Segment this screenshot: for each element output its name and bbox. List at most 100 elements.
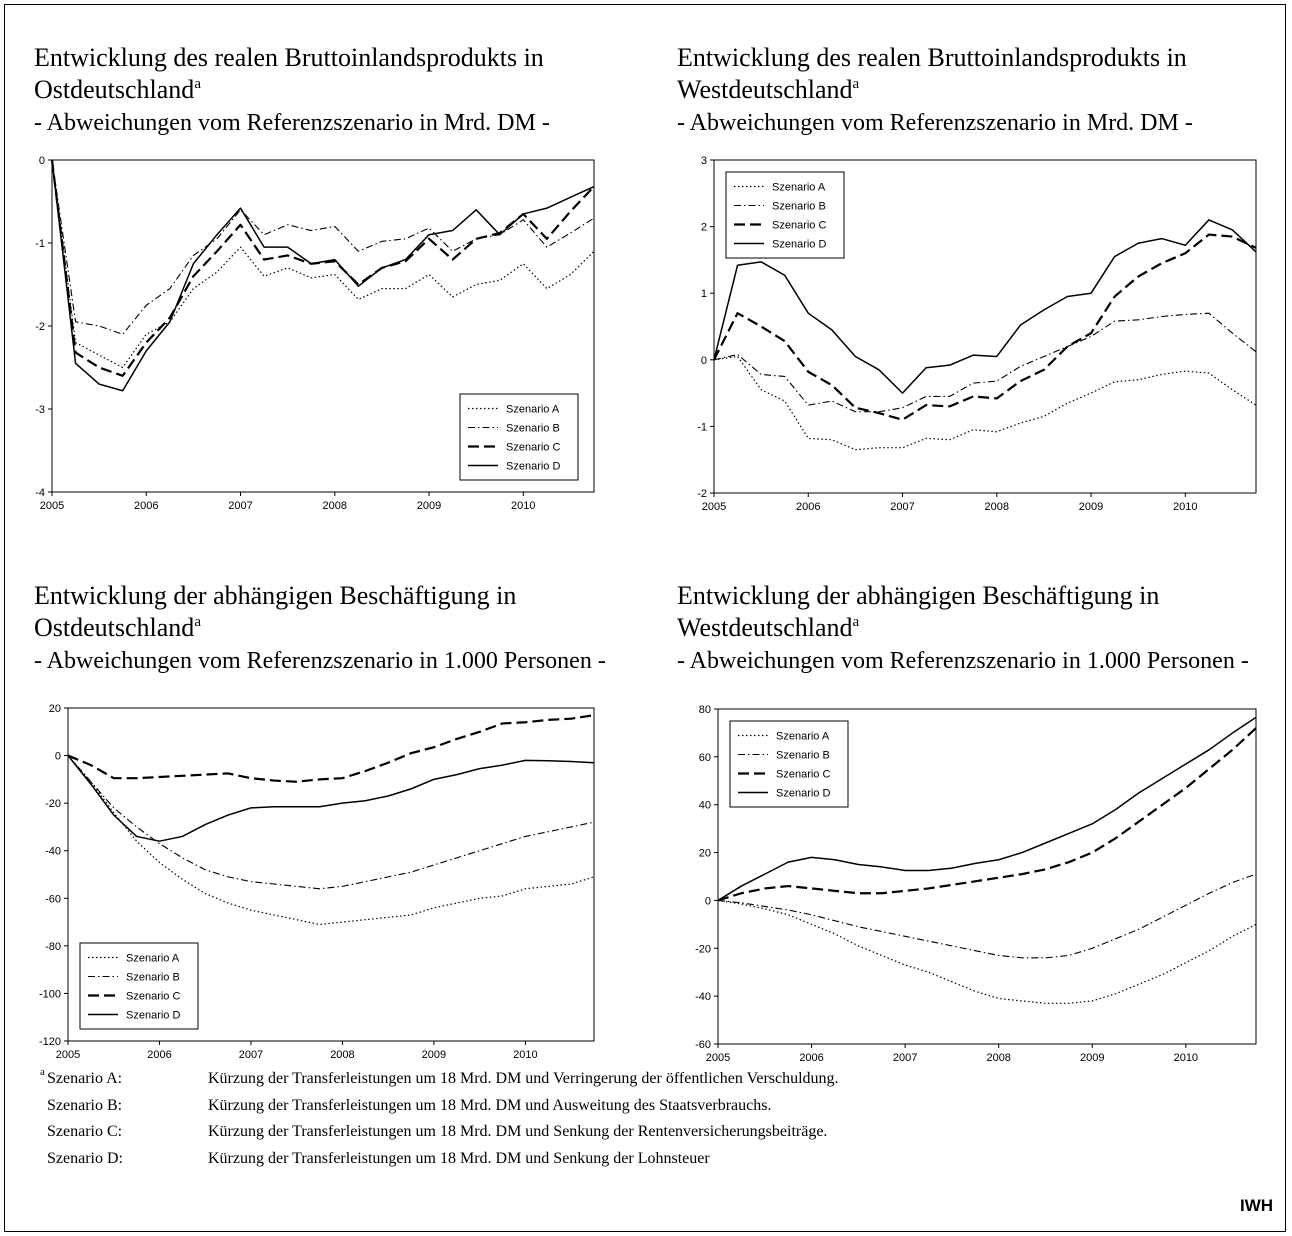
x-tick-label: 2009 bbox=[422, 1049, 446, 1061]
y-tick-label: -2 bbox=[697, 488, 707, 500]
series-line bbox=[717, 899, 1257, 1004]
title-footnote-mark: a bbox=[852, 614, 860, 630]
x-tick-label: 2005 bbox=[56, 1049, 80, 1061]
x-tick-label: 2010 bbox=[511, 500, 535, 512]
plot-frame bbox=[717, 708, 1257, 1045]
chart-title-block: Entwicklung des realen Bruttoinlandsprod… bbox=[34, 42, 639, 106]
y-tick-label: -60 bbox=[695, 1039, 711, 1051]
x-tick-label: 2006 bbox=[799, 1052, 823, 1064]
series-line bbox=[51, 159, 595, 392]
chart-title: Entwicklung der abhängigen Beschäftigung… bbox=[34, 581, 517, 642]
y-tick-label: 20 bbox=[699, 848, 711, 860]
series-line bbox=[713, 219, 1257, 394]
x-tick-label: 2007 bbox=[228, 500, 252, 512]
y-tick-label: 0 bbox=[701, 355, 707, 367]
y-tick-label: 80 bbox=[699, 704, 711, 716]
footnote-text: Kürzung der Transferleistungen um 18 Mrd… bbox=[208, 1070, 839, 1087]
chart-subtitle: - Abweichungen vom Referenzszenario in 1… bbox=[34, 648, 606, 674]
x-tick-label: 2010 bbox=[513, 1049, 537, 1061]
legend-label: Szenario A bbox=[506, 404, 560, 416]
legend-label: Szenario B bbox=[776, 750, 830, 762]
y-tick-label: -20 bbox=[695, 943, 711, 955]
series-line bbox=[67, 755, 595, 926]
title-footnote-mark: a bbox=[194, 76, 201, 92]
legend-label: Szenario D bbox=[776, 788, 830, 800]
footnote-text: Kürzung der Transferleistungen um 18 Mrd… bbox=[208, 1123, 828, 1140]
x-tick-label: 2007 bbox=[890, 501, 914, 513]
footnote-scenario: Szenario C: bbox=[47, 1123, 123, 1140]
x-tick-label: 2010 bbox=[1174, 1052, 1198, 1064]
footnote-text: Kürzung der Transferleistungen um 18 Mrd… bbox=[208, 1096, 772, 1114]
y-tick-label: -4 bbox=[35, 487, 45, 499]
chart-title-block: Entwicklung der abhängigen Beschäftigung… bbox=[34, 580, 639, 644]
y-tick-label: -60 bbox=[45, 893, 61, 905]
y-tick-label: 3 bbox=[701, 155, 707, 167]
chart-header: Entwicklung des realen Bruttoinlandsprod… bbox=[34, 42, 639, 140]
legend-label: Szenario C bbox=[776, 769, 830, 781]
legend-label: Szenario B bbox=[772, 201, 826, 213]
legend-label: Szenario A bbox=[776, 731, 830, 743]
y-tick-label: 0 bbox=[55, 751, 61, 763]
y-tick-label: -2 bbox=[35, 321, 45, 333]
series-line bbox=[51, 159, 595, 369]
chart-subtitle: - Abweichungen vom Referenzszenario in M… bbox=[677, 110, 1193, 136]
chart-title-block: Entwicklung der abhängigen Beschäftigung… bbox=[677, 580, 1282, 644]
chart-subtitle: - Abweichungen vom Referenzszenario in 1… bbox=[677, 648, 1249, 674]
series-line bbox=[50, 159, 595, 377]
chart-header: Entwicklung der abhängigen Beschäftigung… bbox=[677, 580, 1282, 678]
series-line bbox=[51, 159, 595, 335]
x-tick-label: 2008 bbox=[330, 1049, 354, 1061]
plot-frame bbox=[713, 159, 1257, 494]
legend-label: Szenario B bbox=[506, 423, 560, 435]
x-tick-label: 2008 bbox=[986, 1052, 1010, 1064]
title-footnote-mark: a bbox=[194, 614, 201, 630]
y-tick-label: 0 bbox=[705, 895, 711, 907]
series-line bbox=[717, 716, 1257, 902]
series-line bbox=[67, 714, 595, 783]
series-line bbox=[713, 312, 1257, 413]
chart-title: Entwicklung des realen Bruttoinlandsprod… bbox=[677, 43, 1187, 104]
y-tick-label: -40 bbox=[45, 846, 61, 858]
series-line bbox=[713, 355, 1257, 451]
title-footnote-mark: a bbox=[852, 76, 860, 92]
legend-label: Szenario C bbox=[772, 220, 826, 232]
legend-label: Szenario C bbox=[506, 442, 560, 454]
legend-label: Szenario C bbox=[126, 991, 180, 1003]
x-tick-label: 2006 bbox=[796, 501, 820, 513]
x-tick-label: 2007 bbox=[893, 1052, 917, 1064]
x-tick-label: 2006 bbox=[134, 500, 158, 512]
y-tick-label: 40 bbox=[699, 800, 711, 812]
y-tick-label: -1 bbox=[697, 421, 707, 433]
y-tick-label: -20 bbox=[45, 798, 61, 810]
legend-label: Szenario D bbox=[506, 461, 560, 473]
y-tick-label: -3 bbox=[35, 404, 45, 416]
footnote-text: Kürzung der Transferleistungen um 18 Mrd… bbox=[208, 1149, 710, 1167]
chart-title: Entwicklung der abhängigen Beschäftigung… bbox=[677, 581, 1160, 642]
x-tick-label: 2006 bbox=[147, 1049, 171, 1061]
x-tick-label: 2007 bbox=[239, 1049, 263, 1061]
legend-label: Szenario B bbox=[126, 972, 180, 984]
legend-label: Szenario A bbox=[772, 182, 826, 194]
y-tick-label: -80 bbox=[45, 941, 61, 953]
x-tick-label: 2009 bbox=[1080, 1052, 1104, 1064]
x-tick-label: 2009 bbox=[417, 500, 441, 512]
y-tick-label: -100 bbox=[39, 988, 61, 1000]
footnote-scenario: Szenario A: bbox=[47, 1070, 123, 1087]
chart-subtitle: - Abweichungen vom Referenzszenario in M… bbox=[34, 110, 550, 136]
plot-frame bbox=[67, 707, 595, 1042]
source: IWH bbox=[1240, 1196, 1274, 1215]
footnote-scenario: Szenario B: bbox=[47, 1096, 123, 1114]
x-tick-label: 2008 bbox=[985, 501, 1009, 513]
x-tick-label: 2008 bbox=[323, 500, 347, 512]
chart-header: Entwicklung des realen Bruttoinlandsprod… bbox=[677, 42, 1282, 140]
x-tick-label: 2009 bbox=[1079, 501, 1103, 513]
legend-label: Szenario A bbox=[126, 953, 180, 965]
x-tick-label: 2010 bbox=[1173, 501, 1197, 513]
x-tick-label: 2005 bbox=[40, 500, 64, 512]
x-tick-label: 2005 bbox=[702, 501, 726, 513]
page-frame bbox=[4, 4, 1286, 1232]
x-tick-label: 2005 bbox=[706, 1052, 730, 1064]
series-line bbox=[717, 727, 1257, 902]
chart-title-block: Entwicklung des realen Bruttoinlandsprod… bbox=[677, 42, 1282, 106]
